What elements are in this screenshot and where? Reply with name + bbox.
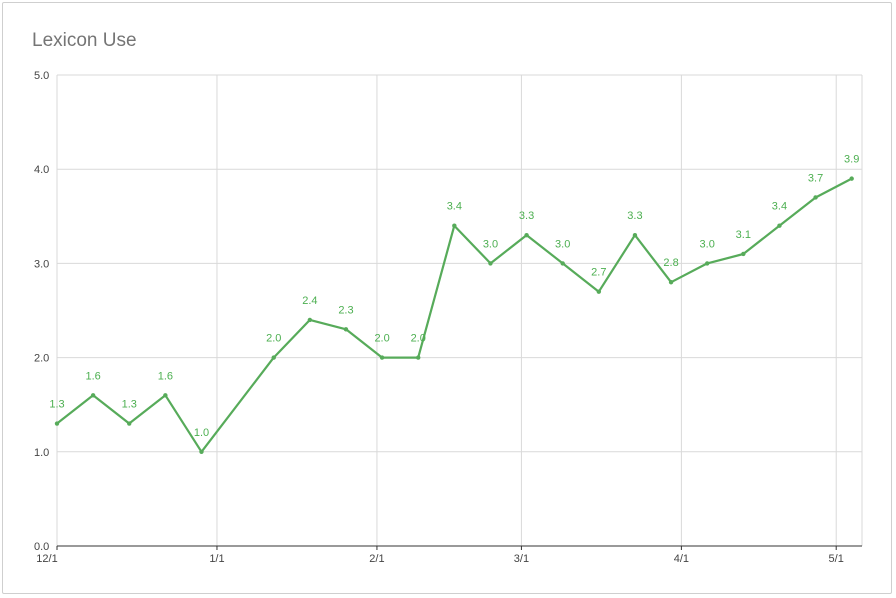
gridlines — [56, 74, 863, 546]
series — [54, 176, 854, 454]
data-point — [90, 393, 96, 398]
data-label: 2.8 — [663, 257, 678, 269]
data-point — [271, 355, 276, 360]
x-tick-label: 3/1 — [514, 553, 529, 565]
y-tick-label: 2.0 — [34, 353, 49, 365]
data-point — [560, 261, 565, 266]
data-label: 1.6 — [158, 370, 173, 382]
data-label: 3.3 — [627, 210, 642, 222]
data-label: 1.3 — [49, 399, 64, 411]
data-label: 3.0 — [700, 238, 715, 250]
data-point — [54, 421, 60, 426]
y-tick-label: 4.0 — [34, 164, 49, 176]
data-label: 2.7 — [591, 267, 606, 279]
data-label: 3.4 — [447, 201, 462, 213]
x-tick-label: 2/1 — [369, 553, 384, 565]
data-label: 3.0 — [483, 238, 498, 250]
data-point — [127, 421, 132, 426]
data-labels: 1.3 1.6 1.3 1.6 1.0 2.0 2.4 2.3 2.0 2.0 3.4 3.0 3.3 3… — [49, 154, 859, 439]
data-point — [668, 280, 674, 285]
data-label: 2.0 — [374, 333, 389, 345]
data-label: 3.0 — [555, 238, 570, 250]
data-point — [452, 223, 457, 228]
data-point — [741, 251, 746, 257]
data-point — [704, 261, 710, 266]
x-tick-label: 4/1 — [674, 553, 689, 565]
data-point — [379, 355, 385, 360]
axes: 0.0 1.0 2.0 3.0 4.0 5.0 12/1 1/1 2/1 3/1 4/1 5/1 — [34, 70, 862, 565]
x-tick-label: 1/1 — [209, 553, 224, 565]
data-point — [343, 327, 349, 332]
data-label: 1.6 — [85, 370, 100, 382]
data-label: 2.4 — [302, 295, 317, 307]
data-label: 3.3 — [519, 210, 534, 222]
data-point — [307, 317, 313, 323]
x-tick-label: 12/1 — [36, 553, 57, 565]
data-label: 2.0 — [411, 333, 426, 345]
data-point — [488, 261, 493, 266]
data-label: 3.7 — [808, 172, 823, 184]
y-tick-label: 3.0 — [34, 258, 49, 270]
data-label: 3.9 — [844, 154, 859, 166]
data-label: 1.0 — [194, 427, 209, 439]
data-label: 3.4 — [772, 201, 787, 213]
chart-title: Lexicon Use — [32, 30, 137, 51]
data-point — [849, 176, 854, 181]
series-line — [56, 177, 853, 453]
x-tick-label: 5/1 — [829, 553, 844, 565]
data-point — [777, 223, 782, 228]
data-point — [199, 449, 204, 454]
y-tick-label: 0.0 — [34, 541, 49, 553]
data-point — [813, 195, 818, 200]
data-point — [163, 393, 168, 398]
data-point — [416, 355, 421, 360]
data-point — [632, 232, 638, 238]
data-point — [596, 289, 602, 294]
data-label: 2.3 — [338, 304, 353, 316]
y-tick-label: 5.0 — [34, 70, 49, 82]
data-point — [524, 232, 529, 238]
data-label: 1.3 — [122, 399, 137, 411]
data-label: 2.0 — [266, 333, 281, 345]
data-label: 3.1 — [736, 229, 751, 241]
y-tick-label: 1.0 — [34, 447, 49, 459]
